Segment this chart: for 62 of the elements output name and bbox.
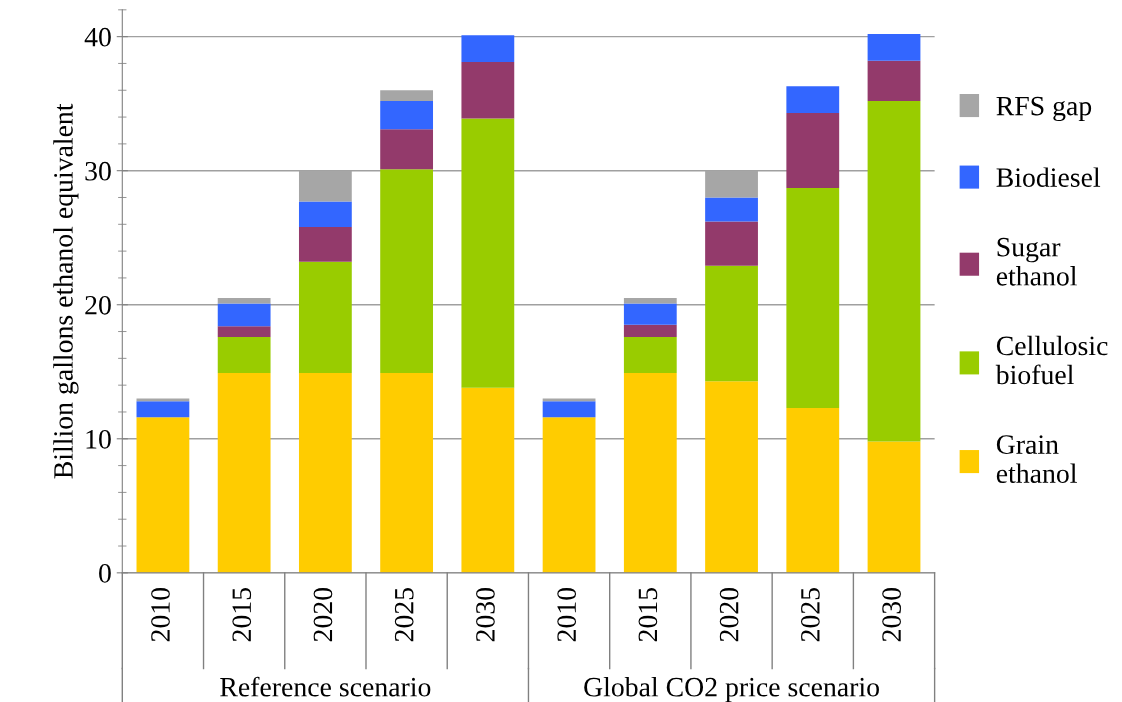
bar xyxy=(867,441,921,573)
x-tick-label: 2020 xyxy=(719,587,739,642)
bar xyxy=(298,201,352,227)
bar xyxy=(705,221,758,266)
bar xyxy=(461,387,515,573)
bar xyxy=(217,326,271,337)
bar xyxy=(380,169,434,374)
bar xyxy=(298,373,352,573)
x-tick-label: 2020 xyxy=(313,587,333,642)
bar xyxy=(623,336,677,374)
legend-label: Biodiesel xyxy=(996,167,1101,187)
bar xyxy=(380,373,434,573)
bar xyxy=(867,60,921,101)
bar xyxy=(380,129,434,170)
bar xyxy=(705,265,758,382)
text: Global CO2 price scenario xyxy=(584,676,879,702)
bar xyxy=(786,113,840,189)
x-tick-label: 2025 xyxy=(394,587,414,642)
bar xyxy=(380,90,434,101)
bar xyxy=(623,373,677,573)
bar xyxy=(867,100,921,442)
bar xyxy=(461,118,515,388)
y-tick-label: 40 xyxy=(84,27,111,47)
bar xyxy=(786,407,840,573)
bar xyxy=(136,417,190,573)
bar xyxy=(786,188,840,408)
bar xyxy=(298,226,352,262)
y-tick-label: 20 xyxy=(85,295,111,315)
x-tick-label: 2030 xyxy=(882,587,901,642)
legend-label: RFS gap xyxy=(996,96,1092,122)
bar xyxy=(217,336,271,374)
bar xyxy=(542,417,596,573)
y-axis-title: Billion gallons ethanol equivalent xyxy=(53,103,79,479)
x-tick-label: 2015 xyxy=(232,587,252,642)
x-tick-label: 2015 xyxy=(638,587,658,642)
bar xyxy=(623,324,677,337)
bar xyxy=(867,33,921,61)
y-tick-label: 0 xyxy=(99,564,111,583)
x-tick-label: 2010 xyxy=(151,587,170,642)
bar xyxy=(623,298,677,304)
bar xyxy=(217,298,271,304)
bar xyxy=(461,35,515,63)
legend-label: Sugar ethanol xyxy=(996,237,1077,286)
bar xyxy=(380,100,434,130)
bar xyxy=(461,62,515,119)
x-tick-label: 2010 xyxy=(557,587,577,642)
bar xyxy=(623,303,677,325)
x-tick-label: 2025 xyxy=(800,587,820,642)
y-tick-label: 30 xyxy=(85,161,111,181)
legend-label: Cellulosic biofuel xyxy=(995,335,1108,385)
legend-label: Grain ethanol xyxy=(996,435,1077,483)
y-tick-label: 10 xyxy=(86,429,111,449)
bar xyxy=(298,261,352,374)
x-tick-label: 2030 xyxy=(476,587,495,642)
bar xyxy=(217,373,271,573)
bar xyxy=(542,401,596,418)
bar xyxy=(217,303,271,327)
text: Reference scenario xyxy=(220,676,431,697)
bar xyxy=(786,86,840,114)
bar xyxy=(705,197,758,222)
bar xyxy=(136,401,190,418)
bar xyxy=(705,381,758,573)
